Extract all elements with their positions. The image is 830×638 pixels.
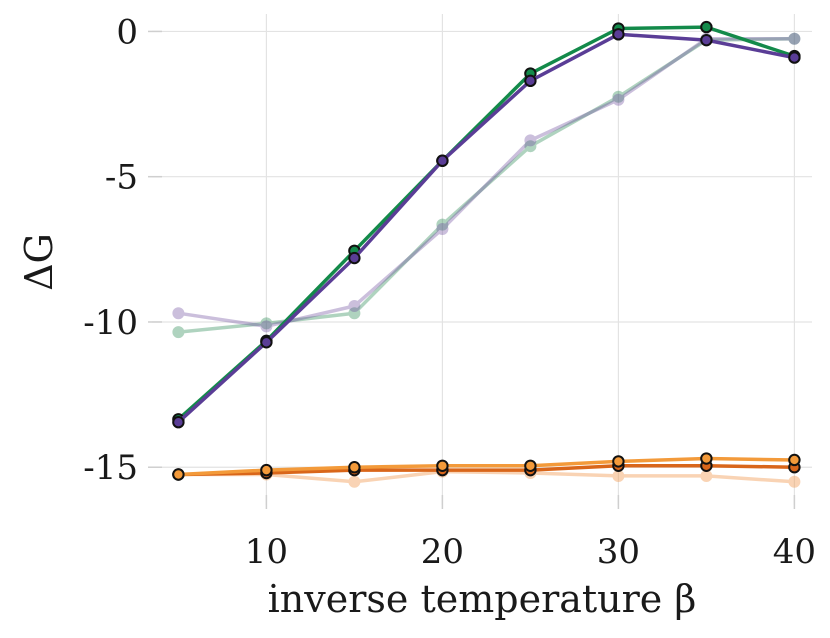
y-tick-label: -10 xyxy=(83,303,138,343)
data-point-green-faint xyxy=(612,90,625,103)
data-point-green-faint xyxy=(788,32,801,45)
data-point-orange-faint xyxy=(700,469,713,482)
data-point-orange xyxy=(348,461,361,474)
x-tick-labels: 10 20 30 40 xyxy=(245,532,816,572)
x-tick-label: 10 xyxy=(245,532,288,572)
grid xyxy=(148,14,812,509)
data-point-orange xyxy=(788,453,801,467)
series-purple xyxy=(172,28,801,429)
series-layer xyxy=(172,20,801,488)
x-tick-label: 20 xyxy=(421,532,464,572)
data-point-green-faint xyxy=(172,326,185,339)
data-point-green-faint xyxy=(524,140,537,153)
data-point-orange xyxy=(172,468,185,481)
series-orange xyxy=(172,452,801,481)
x-tick-label: 30 xyxy=(597,532,640,572)
series-line-green-faint xyxy=(176,36,797,334)
data-point-purple-faint xyxy=(436,222,449,235)
y-axis-title: ΔG xyxy=(17,233,61,291)
data-point-orange-faint xyxy=(612,469,625,482)
x-axis-title: inverse temperature β xyxy=(268,577,697,621)
series-green xyxy=(172,20,801,426)
data-point-purple-faint xyxy=(788,32,801,45)
data-point-purple xyxy=(788,51,801,64)
data-point-purple-faint xyxy=(260,320,273,333)
data-point-orange xyxy=(260,463,273,477)
y-tick-label: -15 xyxy=(83,448,138,488)
series-line-purple xyxy=(176,32,797,424)
data-point-purple-faint xyxy=(612,93,625,106)
data-point-orange-faint xyxy=(788,475,801,488)
data-point-purple xyxy=(348,251,361,265)
series-line-orange xyxy=(176,456,797,477)
data-point-green-faint xyxy=(348,307,361,320)
data-point-purple xyxy=(700,33,713,47)
data-point-orange-faint xyxy=(348,475,361,488)
x-tick-label: 40 xyxy=(773,532,816,572)
data-point-purple-faint xyxy=(172,307,185,320)
series-line-orange-dark xyxy=(176,464,797,477)
data-point-purple xyxy=(260,336,273,349)
y-tick-labels: 0 -5 -10 -15 xyxy=(83,12,138,488)
data-point-purple xyxy=(612,28,625,41)
y-tick-label: -5 xyxy=(105,158,138,198)
data-point-orange xyxy=(612,455,625,468)
data-point-purple-faint xyxy=(348,299,361,312)
data-point-green-faint xyxy=(260,317,273,330)
data-point-purple-faint xyxy=(524,134,537,147)
series-line-green xyxy=(176,25,797,422)
data-point-orange xyxy=(436,459,449,472)
y-tick-label: 0 xyxy=(116,12,138,52)
data-point-purple xyxy=(172,415,185,429)
data-point-green xyxy=(700,20,713,34)
series-line-purple-faint xyxy=(176,36,797,329)
data-point-orange xyxy=(700,452,713,465)
series-line-orange-faint xyxy=(176,469,797,484)
data-point-orange xyxy=(524,459,537,472)
data-point-purple xyxy=(436,154,449,167)
data-point-green-faint xyxy=(436,218,449,231)
data-point-purple xyxy=(524,74,537,88)
